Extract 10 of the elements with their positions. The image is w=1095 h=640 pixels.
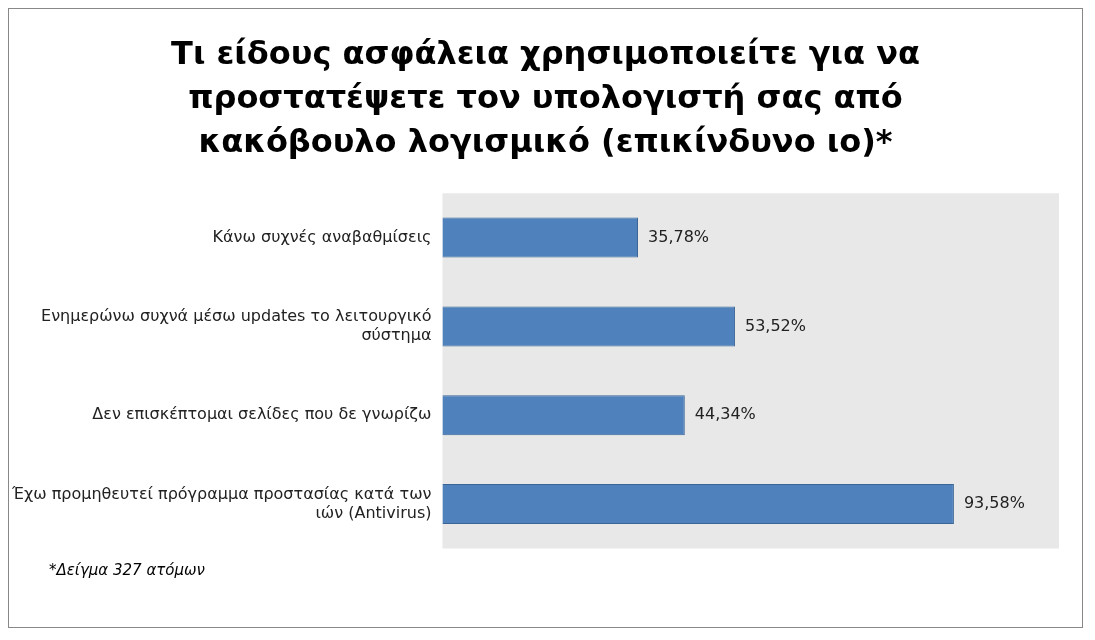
data-label: 53,52% (744, 315, 806, 335)
y-tick-label: Ενημερώνω συχνά μέσω updates το λειτουργικό σύστημα (41, 305, 432, 345)
text: *Δείγμα 327 ατόμων (49, 561, 206, 579)
data-label: 44,34% (694, 404, 756, 424)
y-tick-label: Δεν επισκέπτομαι σελίδες που δε γνωρίζω (92, 404, 432, 424)
data-label: 35,78% (648, 226, 710, 246)
y-tick-label: Έχω προμηθευτεί πρόγραμμα προστασίας κατά των ιών (Antivirus) (11, 483, 432, 522)
data-label: 93,58% (963, 493, 1025, 513)
y-tick-label: Κάνω συχνές αναβαθμίσεις (212, 226, 432, 246)
chart-title: Τι είδους ασφάλεια χρησιμοποιείτε για να προστατέψετε τον υπολογιστή σας από κακόβουλο λογισμικό (επικίνδυνο ιο)* (170, 33, 921, 162)
